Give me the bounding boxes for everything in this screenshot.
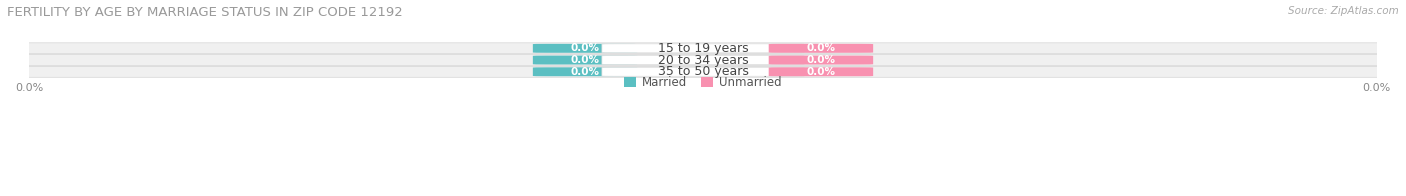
Legend: Married, Unmarried: Married, Unmarried [620, 71, 786, 93]
Text: 0.0%: 0.0% [807, 67, 835, 77]
FancyBboxPatch shape [3, 66, 1403, 77]
Text: 0.0%: 0.0% [807, 55, 835, 65]
Text: 15 to 19 years: 15 to 19 years [658, 42, 748, 55]
Text: 0.0%: 0.0% [571, 43, 599, 53]
Text: 35 to 50 years: 35 to 50 years [658, 65, 748, 78]
Text: 0.0%: 0.0% [807, 43, 835, 53]
FancyBboxPatch shape [533, 56, 637, 64]
FancyBboxPatch shape [3, 43, 1403, 54]
FancyBboxPatch shape [3, 55, 1403, 65]
FancyBboxPatch shape [533, 67, 637, 76]
FancyBboxPatch shape [602, 56, 804, 64]
Text: FERTILITY BY AGE BY MARRIAGE STATUS IN ZIP CODE 12192: FERTILITY BY AGE BY MARRIAGE STATUS IN Z… [7, 6, 402, 19]
FancyBboxPatch shape [769, 67, 873, 76]
Text: 20 to 34 years: 20 to 34 years [658, 54, 748, 67]
FancyBboxPatch shape [769, 56, 873, 64]
FancyBboxPatch shape [602, 67, 804, 76]
Text: 0.0%: 0.0% [571, 55, 599, 65]
FancyBboxPatch shape [602, 44, 804, 53]
Text: 0.0%: 0.0% [571, 67, 599, 77]
FancyBboxPatch shape [533, 44, 637, 53]
FancyBboxPatch shape [769, 44, 873, 53]
Text: Source: ZipAtlas.com: Source: ZipAtlas.com [1288, 6, 1399, 16]
